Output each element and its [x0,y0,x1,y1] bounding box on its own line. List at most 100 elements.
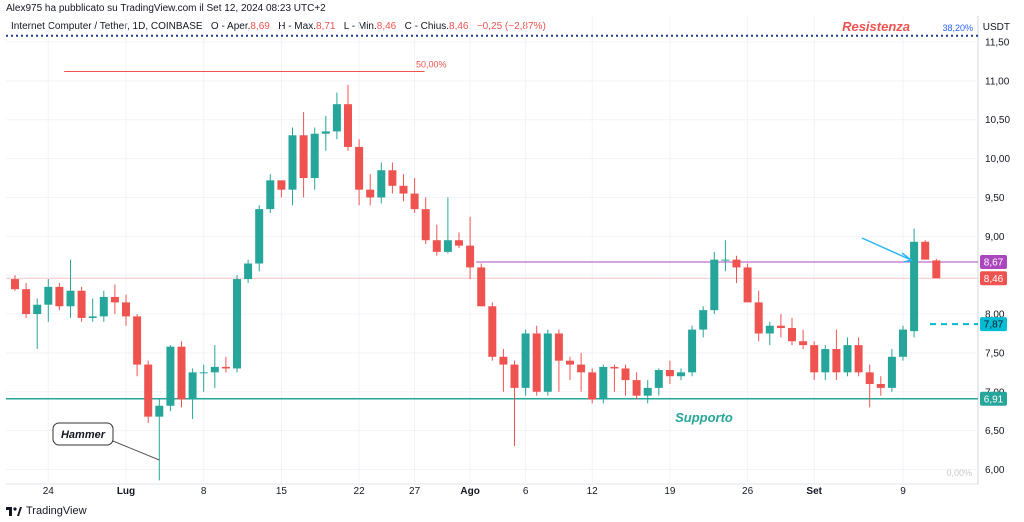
candle-body [44,286,53,305]
candle-body [499,356,508,365]
purple-price-badge-text: 8,67 [984,257,1004,268]
published-by: Alex975 ha pubblicato su TradingView.com… [6,3,326,14]
candle-body [610,366,619,369]
candle-body [443,240,452,252]
candle-body [399,185,408,194]
candle-body [910,241,919,332]
candle-body [266,180,275,210]
candle-body [233,279,241,369]
candle-body [665,370,674,377]
candle-body [887,356,896,388]
x-tick-label: 19 [664,486,676,497]
x-tick-label: 9 [900,486,906,497]
candle-body [554,333,563,361]
candle-body [588,372,597,400]
candle-body [388,170,397,186]
candle-body [355,146,364,190]
y-tick-label: 9,50 [985,193,1005,204]
support-price-badge-text: 6,91 [984,394,1004,405]
candle-body [710,259,719,311]
tradingview-logo-icon [6,506,22,516]
candle-body [510,364,519,388]
symbol-legend: Internet Computer / Tether, 1D, COINBASE… [11,21,546,32]
candle-body [455,240,463,246]
arrow-shaft [861,237,912,261]
candle-body [876,384,885,388]
candle-body [210,366,219,373]
price-axis: 6,006,507,007,508,008,509,009,5010,0010,… [980,38,1010,476]
candle-body [299,135,308,179]
x-tick-label: 22 [354,486,366,497]
candle-body [699,310,708,330]
target-price-badge-text: 7,87 [984,320,1004,331]
candle-body [621,368,630,381]
candle-body [832,349,841,373]
candle-body [865,372,874,384]
candle-body [543,333,552,392]
x-tick-label: 12 [587,486,599,497]
candle-body [488,306,497,357]
x-tick-label: Set [806,486,822,497]
support-price-badge [980,391,1007,406]
candle-body [110,296,119,303]
last-price-badge [980,271,1007,286]
fib-382-label: 38,20% [942,23,973,33]
low-label: L - Min. [343,21,377,32]
candles [11,84,941,481]
x-tick-label: 24 [43,486,55,497]
candle-body [677,372,685,377]
fib-50-label: 50,00% [416,60,447,70]
candle-body [843,345,852,373]
candle-body [788,328,796,342]
support-label: Supporto [675,410,733,425]
candle-body [310,133,319,179]
candle-body [66,290,75,307]
candle-body [599,366,608,400]
candle-body [88,316,97,318]
purple-price-badge [980,254,1007,269]
candle-body [133,316,142,365]
x-tick-label: 15 [276,486,288,497]
candle-body [344,104,352,147]
y-tick-label: 10,00 [985,154,1010,165]
candle-body [932,260,941,279]
candle-body [77,290,86,318]
target-price-badge [980,317,1007,332]
candle-body [432,240,441,252]
candle-body [921,241,930,260]
candle-body [277,180,286,190]
candle-body [632,380,641,396]
candle-body [177,346,186,400]
arrow-icon [901,252,913,263]
resistance-label: Resistenza [842,19,910,34]
candle-body [33,304,42,315]
candle-body [188,372,197,400]
y-tick-label: 11,00 [985,76,1010,87]
y-tick-label: 8,00 [985,310,1005,321]
candle-body [721,259,730,261]
candle-body [410,193,419,210]
x-tick-label: 8 [201,486,207,497]
candle-body [477,267,486,307]
time-axis: 24 Lug 8 15 22 27 Ago 6 12 19 26 Set 9 [43,486,906,497]
candle-body [466,245,475,268]
candle-body [255,209,264,264]
candle-body [754,302,763,334]
hammer-callout-box [52,422,114,446]
candle-body [654,370,663,388]
candle-body [377,170,386,198]
candle-body [366,189,375,198]
symbol-name: Internet Computer / Tether, 1D, COINBASE [11,21,203,32]
x-tick-label: Lug [117,486,135,497]
x-tick-label: 27 [409,486,421,497]
y-tick-label: 9,00 [985,232,1005,243]
hammer-label: Hammer [61,429,106,441]
candle-body [288,135,297,190]
candle-body [688,329,697,373]
x-tick-label: 6 [523,486,529,497]
hammer-callout-pointer [112,440,160,461]
candle-body [643,387,652,396]
candle-body [732,259,741,268]
candle-body [55,286,64,307]
